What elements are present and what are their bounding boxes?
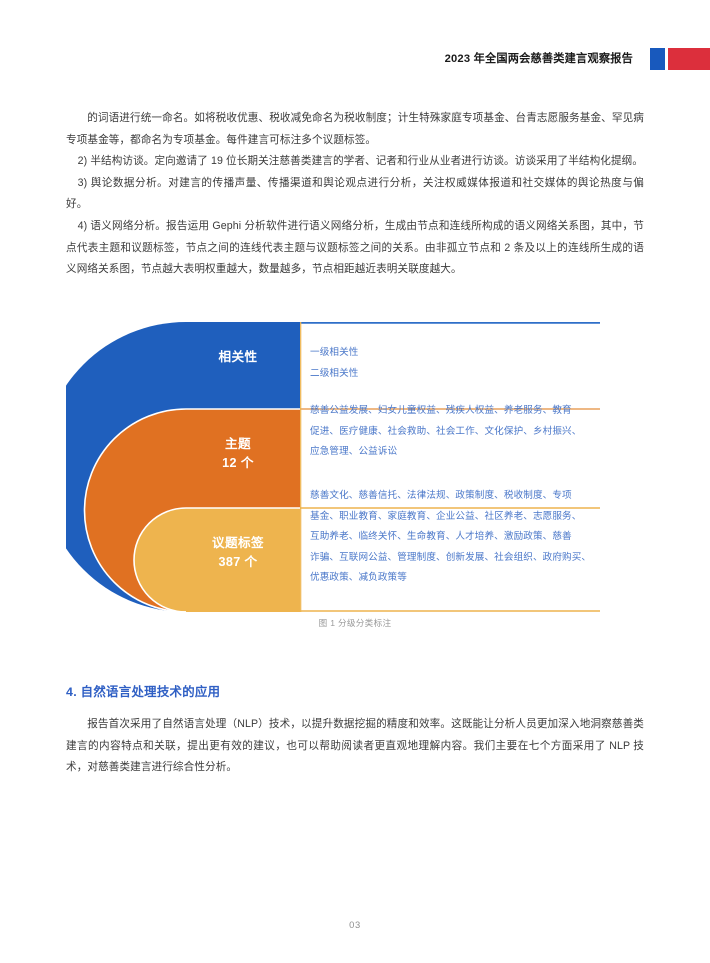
band-label-issue-tag: 议题标签 387 个: [178, 534, 298, 572]
band-label-topic-count: 12 个: [222, 456, 254, 470]
band-divider-inner: [133, 507, 300, 612]
band-items-issue-tag: 慈善文化、慈善信托、法律法规、政策制度、税收制度、专项 基金、职业教育、家庭教育…: [310, 486, 598, 589]
band-item-line: 二级相关性: [310, 367, 359, 379]
diagram-svg: [66, 322, 600, 612]
band-label-relevance: 相关性: [178, 348, 298, 367]
band-item-line: 一级相关性: [310, 347, 359, 358]
band-item-line: 慈善公益发展、妇女儿童权益、残疾人权益、养老服务、教育: [310, 405, 572, 416]
logo-blue-square: [650, 48, 665, 70]
paragraph-nlp-intro: 报告首次采用了自然语言处理（NLP）技术，以提升数据挖掘的精度和效率。这既能让分…: [66, 718, 644, 774]
paragraph-item-2: 2) 半结构访谈。定向邀请了 19 位长期关注慈善类建言的学者、记者和行业从业者…: [77, 155, 644, 168]
band-shape-issue-tag: [134, 508, 300, 612]
body-text-lower: 报告首次采用了自然语言处理（NLP）技术，以提升数据挖掘的精度和效率。这既能让分…: [66, 714, 644, 779]
brand-logo: [650, 48, 710, 70]
body-text-upper: 的词语进行统一命名。如将税收优惠、税收减免命名为税收制度；计生特殊家庭专项基金、…: [66, 108, 644, 281]
logo-red-bar: [668, 48, 710, 70]
band-item-line: 优惠政策、减负政策等: [310, 572, 407, 583]
band-item-line: 基金、职业教育、家庭教育、企业公益、社区养老、志愿服务、: [310, 510, 582, 522]
band-label-relevance-text: 相关性: [218, 350, 258, 364]
band-item-line: 应急管理、公益诉讼: [310, 446, 398, 457]
band-items-relevance: 一级相关性 二级相关性: [310, 343, 598, 384]
band-label-issue-tag-count: 387 个: [218, 555, 258, 569]
band-items-topic: 慈善公益发展、妇女儿童权益、残疾人权益、养老服务、教育 促进、医疗健康、社会救助…: [310, 401, 598, 463]
band-label-topic-text: 主题: [225, 437, 251, 451]
band-divider-outer: [83, 408, 300, 612]
paragraph-item-4: 4) 语义网络分析。报告运用 Gephi 分析软件进行语义网络分析，生成由节点和…: [66, 219, 644, 276]
band-item-line: 互助养老、临终关怀、生命教育、人才培养、激励政策、慈善: [310, 531, 572, 542]
paragraph-continuation: 的词语进行统一命名。如将税收优惠、税收减免命名为税收制度；计生特殊家庭专项基金、…: [66, 112, 644, 146]
band-item-line: 促进、医疗健康、社会救助、社会工作、文化保护、乡村振兴、: [310, 425, 582, 437]
page-number: 03: [349, 919, 361, 930]
figure-caption: 图 1 分级分类标注: [318, 618, 392, 628]
band-item-line: 诈骗、互联网公益、管理制度、创新发展、社会组织、政府购买、: [310, 551, 592, 563]
figure-hierarchical-classification: 相关性 主题 12 个 议题标签 387 个 一级相关性 二级相关性 慈善公益发…: [66, 322, 644, 628]
diagram-nested-bands: 相关性 主题 12 个 议题标签 387 个 一级相关性 二级相关性 慈善公益发…: [66, 322, 644, 612]
section-heading-nlp: 4. 自然语言处理技术的应用: [66, 685, 221, 699]
paragraph-item-3: 3) 舆论数据分析。对建言的传播声量、传播渠道和舆论观点进行分析，关注权威媒体报…: [66, 176, 644, 211]
band-label-issue-tag-text: 议题标签: [212, 536, 264, 550]
band-label-topic: 主题 12 个: [178, 435, 298, 473]
header-title: 2023 年全国两会慈善类建言观察报告: [444, 53, 633, 65]
band-item-line: 慈善文化、慈善信托、法律法规、政策制度、税收制度、专项: [310, 490, 572, 501]
page-header: 2023 年全国两会慈善类建言观察报告: [0, 46, 710, 72]
